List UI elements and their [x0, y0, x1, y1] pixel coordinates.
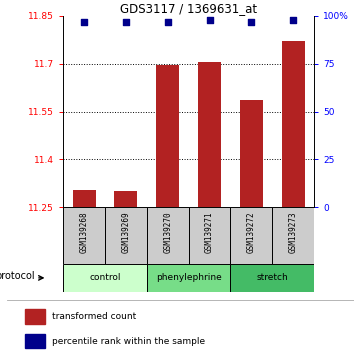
Bar [63, 207, 105, 264]
Text: GSM139273: GSM139273 [289, 212, 298, 253]
Bar [25, 333, 45, 348]
Text: transformed count: transformed count [52, 312, 136, 320]
Point [81, 19, 87, 24]
Bar [73, 190, 96, 207]
Text: GSM139270: GSM139270 [163, 212, 172, 253]
Text: GSM139272: GSM139272 [247, 212, 256, 253]
Point [248, 19, 254, 24]
Bar [25, 309, 45, 324]
Point [206, 17, 212, 23]
Bar [147, 264, 230, 292]
Text: GSM139268: GSM139268 [79, 212, 88, 253]
Point [290, 17, 296, 23]
Text: stretch: stretch [256, 273, 288, 282]
Point [165, 19, 171, 24]
Text: GSM139269: GSM139269 [121, 212, 130, 253]
Title: GDS3117 / 1369631_at: GDS3117 / 1369631_at [120, 2, 257, 15]
Bar [147, 207, 188, 264]
Bar [156, 65, 179, 207]
Text: protocol: protocol [0, 272, 35, 281]
Bar [230, 207, 272, 264]
Bar [282, 41, 305, 207]
Bar [63, 264, 147, 292]
Text: control: control [89, 273, 121, 282]
Bar [198, 62, 221, 207]
Bar [230, 264, 314, 292]
Text: GSM139271: GSM139271 [205, 212, 214, 253]
Bar [240, 101, 263, 207]
Bar [114, 191, 138, 207]
Point [123, 19, 129, 24]
Text: phenylephrine: phenylephrine [156, 273, 222, 282]
Bar [105, 207, 147, 264]
Bar [272, 207, 314, 264]
Bar [188, 207, 230, 264]
Text: percentile rank within the sample: percentile rank within the sample [52, 337, 205, 346]
